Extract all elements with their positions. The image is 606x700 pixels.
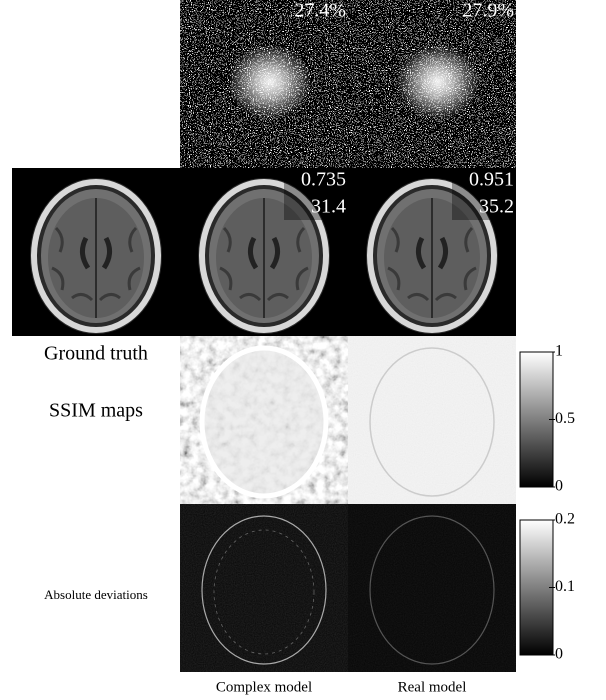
row-label: Ground truth <box>44 343 148 365</box>
colorbar-tick-label: 0.2 <box>555 511 575 528</box>
deviation-noise <box>348 504 516 672</box>
colorbar-tick-label: 0.1 <box>555 578 575 595</box>
sampling-rate: 27.9% <box>462 0 514 22</box>
colorbar-tick-label: 1 <box>555 343 563 360</box>
column-label: Real model <box>398 679 467 695</box>
ssim-value: 0.735 <box>301 169 346 191</box>
column-label: Complex model <box>216 679 312 695</box>
sampling-rate: 27.4% <box>294 0 346 22</box>
deviation-noise <box>180 504 348 672</box>
figure: 27.4% 27.9% 0.735 31.4 0.951 35.2 Ground truth… <box>0 0 606 700</box>
ssim-value: 0.951 <box>469 169 514 191</box>
psnr-value: 35.2 <box>479 196 514 218</box>
colorbar-tick-label: 0 <box>555 478 563 495</box>
mask-center <box>396 44 480 120</box>
colorbar-tick-label: 0 <box>555 646 563 663</box>
mask-center <box>228 44 312 120</box>
colorbar <box>520 352 553 487</box>
psnr-value: 31.4 <box>311 196 346 218</box>
ssim-map-noise <box>348 336 516 504</box>
colorbar-tick-label: 0.5 <box>555 410 575 427</box>
colorbar <box>520 520 553 655</box>
row-label: SSIM maps <box>49 400 143 422</box>
figure-layer: 27.4% 27.9% 0.735 31.4 0.951 35.2 Ground truth… <box>12 0 575 695</box>
row-label: Absolute deviations <box>44 587 148 602</box>
ground-truth-image <box>12 168 180 336</box>
